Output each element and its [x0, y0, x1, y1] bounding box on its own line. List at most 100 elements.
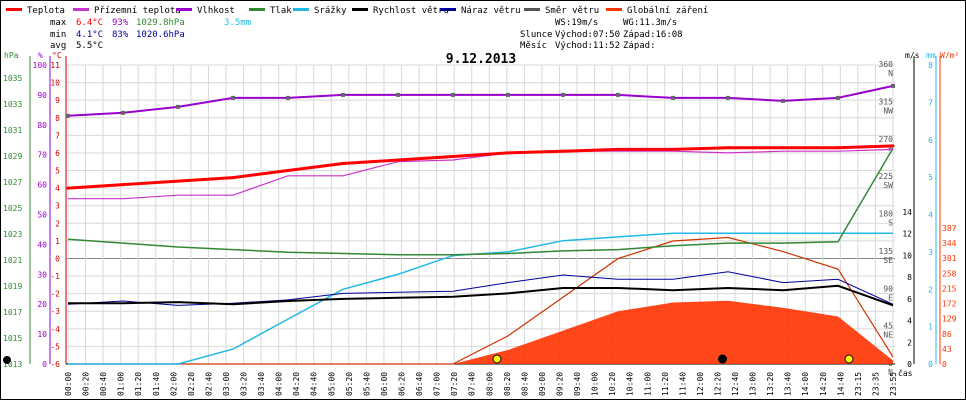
deg-tick-label: 135	[879, 247, 894, 256]
time-tick-label: 23:35	[871, 372, 880, 396]
time-tick-label: 05:00	[327, 372, 336, 396]
time-tick-label: 01:20	[134, 372, 143, 396]
ms-tick-label: 0	[907, 360, 912, 369]
hpa-tick-label: 1027	[3, 178, 22, 187]
hpa-tick-label: 1029	[3, 152, 22, 161]
info-wg: WG:11.3m/s	[623, 18, 677, 28]
time-tick-label: 08:00	[485, 372, 494, 396]
wind-gust-line	[67, 271, 894, 306]
solar-area	[68, 300, 893, 364]
ms-tick-label: 12	[902, 230, 912, 239]
temperature-point	[781, 146, 785, 150]
mm-tick-label: 4	[928, 211, 933, 220]
temp-tick-label: -5	[50, 342, 60, 351]
sun-moon-info: WS:19m/s WG:11.3m/s Slunce Východ:07:50 …	[520, 18, 683, 51]
hpa-tick-label: 1023	[3, 230, 22, 239]
time-tick-label: 09:20	[555, 372, 564, 396]
temp-tick-label: -4	[50, 325, 60, 334]
wind-dir-point	[231, 95, 235, 100]
pct-tick-label: 70	[37, 151, 47, 160]
sunrise-marker	[492, 354, 502, 364]
mm-tick-label: 0	[928, 360, 933, 369]
time-tick-label: 11:00	[643, 372, 652, 396]
temperature-point	[66, 186, 70, 190]
temp-tick-label: 8	[55, 114, 60, 123]
moonrise-marker	[718, 354, 727, 364]
temp-tick-label: 5	[55, 167, 60, 176]
time-tick-label: 10:00	[591, 372, 600, 396]
wm2-tick-label: 86	[942, 330, 952, 339]
time-tick-label: 04:40	[310, 372, 319, 396]
hpa-tick-label: 1013	[3, 360, 22, 369]
dir-tick-label: SW	[883, 181, 893, 190]
time-tick-label: 23:55	[889, 372, 898, 396]
stats-avg-label: avg	[50, 41, 66, 51]
wind-dir-point	[66, 113, 70, 118]
wind-dir-point	[671, 95, 675, 100]
pct-tick-label: 100	[33, 61, 48, 70]
time-tick-label: 14:40	[836, 372, 845, 396]
stats-block: max 6.4°C 93% 1029.8hPa 3.5mm min 4.1°C …	[50, 18, 251, 51]
time-tick-label: 05:40	[362, 372, 371, 396]
wind-dir-point	[341, 92, 345, 97]
hpa-tick-label: 1033	[3, 100, 22, 109]
time-tick-label: 03:40	[257, 372, 266, 396]
time-tick-label: 06:40	[415, 372, 424, 396]
wm2-tick-label: 43	[942, 345, 952, 354]
legend-swatch	[6, 8, 22, 11]
wind-dir-point	[286, 95, 290, 100]
legend-label: Srážky	[314, 6, 347, 16]
ms-tick-label: 2	[907, 338, 912, 347]
pct-tick-label: 20	[37, 300, 47, 309]
temp-tick-label: 9	[55, 96, 60, 105]
deg-tick-label: 360	[879, 60, 894, 69]
temp-tick-label: 10	[50, 79, 60, 88]
wind-dir-point	[121, 110, 125, 115]
wind-dir-point	[506, 92, 510, 97]
pct-tick-label: 0	[42, 360, 47, 369]
legend-swatch	[352, 8, 368, 11]
deg-tick-label: 225	[879, 172, 894, 181]
stats-min-hum: 83%	[112, 30, 129, 40]
wind-speed-line	[68, 284, 894, 307]
pct-tick-label: 90	[37, 91, 47, 100]
time-tick-label: 02:40	[204, 372, 213, 396]
time-tick-label: 02:20	[187, 372, 196, 396]
temp-tick-label: 11	[50, 61, 60, 70]
pressure-line	[67, 147, 894, 256]
ms-tick-label: 4	[907, 317, 912, 326]
hpa-tick-label: 1035	[3, 74, 22, 83]
temperature-point	[561, 149, 565, 153]
temp-tick-label: 4	[55, 184, 60, 193]
stats-max-press: 1029.8hPa	[136, 18, 185, 28]
temperature-point	[121, 183, 125, 187]
wm2-tick-label: 0	[942, 360, 947, 369]
temp-tick-label: 6	[55, 149, 60, 158]
hpa-tick-label: 1021	[3, 256, 22, 265]
dir-tick-label: NW	[883, 106, 893, 115]
ms-tick-label: 14	[902, 208, 912, 217]
wm2-tick-label: 129	[942, 315, 957, 324]
mm-tick-label: 3	[928, 248, 933, 257]
time-tick-label: 10:20	[608, 372, 617, 396]
mm-tick-label: 7	[928, 98, 933, 107]
sunset-marker	[844, 354, 854, 364]
time-tick-label: 09:00	[538, 372, 547, 396]
temperature-point	[726, 146, 730, 150]
mm-tick-label: 1	[928, 323, 933, 332]
wind-dir-point	[836, 95, 840, 100]
stats-min-label: min	[50, 30, 66, 40]
wind-dir-point	[451, 92, 455, 97]
info-moon-label: Měsíc	[520, 41, 547, 51]
temperature-line	[67, 144, 894, 190]
pct-tick-label: 30	[37, 270, 47, 279]
legend-swatch	[293, 8, 309, 11]
time-tick-label: 14:20	[819, 372, 828, 396]
info-sun-label: Slunce	[520, 30, 553, 40]
time-tick-label: 07:40	[468, 372, 477, 396]
deg-tick-label: 180	[879, 210, 894, 219]
temperature-point	[176, 179, 180, 183]
temperature-point	[396, 158, 400, 162]
time-tick-label: 08:20	[503, 372, 512, 396]
